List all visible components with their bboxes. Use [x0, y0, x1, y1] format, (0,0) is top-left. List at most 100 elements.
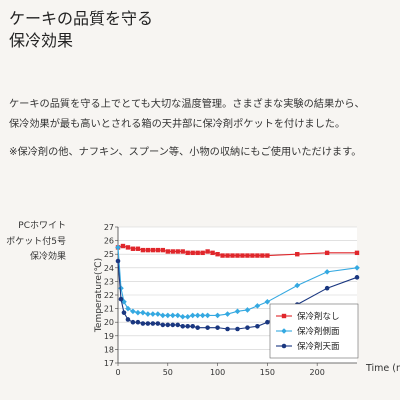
- data-point-1: [115, 244, 121, 251]
- legend-marker: [281, 328, 287, 334]
- data-point-0: [150, 247, 156, 253]
- data-point-1: [224, 311, 231, 317]
- y-tick-label: 23: [104, 277, 114, 286]
- product-label-line1: PCホワイト: [18, 221, 66, 231]
- data-point-2: [175, 322, 181, 328]
- data-point-1: [164, 312, 171, 319]
- y-tick-label: 26: [104, 237, 114, 246]
- x-tick-label: 200: [310, 368, 325, 377]
- data-point-0: [220, 253, 225, 258]
- data-point-1: [179, 313, 186, 320]
- data-point-1: [199, 312, 206, 319]
- data-point-1: [264, 299, 271, 305]
- data-point-0: [170, 249, 175, 254]
- y-tick-label: 20: [104, 318, 114, 327]
- description-line2: 保冷効果が最も高いとされる箱の天井部に保冷剤ポケットを付けました。: [9, 119, 346, 130]
- data-point-0: [225, 253, 230, 258]
- data-point-2: [265, 319, 270, 325]
- product-label: PCホワイト ポケット付5号 保冷効果: [6, 219, 66, 266]
- data-point-0: [210, 250, 215, 256]
- y-tick-label: 22: [104, 291, 114, 300]
- product-label-line3: 保冷効果: [29, 252, 66, 262]
- data-point-0: [180, 249, 185, 254]
- data-point-2: [185, 323, 191, 329]
- data-point-0: [255, 253, 260, 258]
- data-point-0: [250, 253, 255, 258]
- data-point-0: [205, 249, 210, 254]
- data-point-0: [130, 246, 136, 251]
- legend-marker: [281, 343, 287, 349]
- data-point-2: [150, 321, 156, 326]
- data-point-1: [234, 308, 241, 315]
- product-label-line2: ポケット付5号: [6, 236, 66, 247]
- data-point-2: [160, 322, 166, 328]
- data-point-2: [235, 326, 240, 332]
- y-tick-label: 17: [104, 359, 114, 368]
- data-point-1: [155, 311, 161, 317]
- data-point-2: [130, 319, 136, 325]
- data-point-0: [200, 250, 205, 256]
- data-point-0: [195, 250, 200, 256]
- y-tick-label: 25: [104, 250, 114, 259]
- data-point-1: [354, 265, 360, 271]
- data-point-2: [324, 285, 330, 291]
- data-point-0: [260, 253, 265, 258]
- data-point-0: [160, 247, 166, 253]
- data-point-2: [190, 323, 195, 329]
- data-point-0: [155, 247, 161, 253]
- legend-label: 保冷剤側面: [297, 326, 340, 337]
- data-point-0: [145, 247, 151, 253]
- x-tick-label: 150: [260, 368, 275, 377]
- data-point-1: [169, 312, 176, 319]
- note-line: ※保冷剤の他、ナフキン、スプーン等、小物の収納にもご使用いただけます。: [9, 147, 362, 158]
- y-axis-title: Temperature(℃): [94, 258, 104, 333]
- data-point-2: [125, 317, 131, 322]
- data-point-1: [135, 309, 141, 316]
- data-point-0: [125, 245, 131, 250]
- description-line1: ケーキの品質を守る上でとても大切な温度管理。さまざまな実験の結果から、: [9, 99, 365, 110]
- data-point-2: [205, 325, 210, 330]
- data-point-2: [354, 275, 360, 280]
- data-point-0: [190, 250, 195, 256]
- y-tick-label: 18: [104, 345, 114, 354]
- data-point-2: [255, 323, 260, 329]
- data-point-2: [121, 310, 127, 315]
- legend-label: 保冷剤天面: [297, 341, 340, 352]
- x-tick-label: 50: [163, 368, 173, 377]
- data-point-1: [214, 312, 221, 319]
- page-title-line2: 保冷効果: [9, 31, 74, 50]
- data-point-2: [215, 325, 220, 330]
- data-point-0: [185, 250, 190, 256]
- data-point-1: [125, 305, 131, 312]
- data-point-1: [204, 312, 211, 319]
- data-point-1: [150, 311, 156, 317]
- data-point-0: [295, 252, 300, 257]
- data-point-2: [170, 322, 176, 328]
- description-paragraph: ケーキの品質を守る上でとても大切な温度管理。さまざまな実験の結果から、 保冷効果…: [9, 95, 393, 135]
- data-point-0: [165, 249, 170, 254]
- data-point-0: [235, 253, 240, 258]
- series-line-0: [117, 245, 357, 257]
- note-paragraph: ※保冷剤の他、ナフキン、スプーン等、小物の収納にもご使用いただけます。: [9, 143, 393, 163]
- data-point-0: [245, 253, 250, 258]
- data-point-2: [135, 319, 141, 325]
- data-point-1: [140, 309, 146, 316]
- x-tick-label: 0: [115, 368, 120, 377]
- data-point-2: [118, 296, 124, 302]
- data-point-2: [165, 322, 171, 328]
- legend-marker: [281, 313, 287, 319]
- page-title-line1: ケーキの品質を守る: [9, 9, 154, 28]
- data-point-0: [324, 250, 330, 256]
- data-point-1: [160, 312, 166, 319]
- data-point-0: [135, 246, 141, 251]
- data-point-1: [189, 312, 196, 319]
- data-point-1: [244, 307, 251, 313]
- page-title: ケーキの品質を守る 保冷効果: [9, 8, 153, 52]
- y-tick-label: 21: [104, 305, 114, 314]
- data-point-1: [194, 312, 201, 319]
- y-tick-label: 19: [104, 332, 114, 341]
- data-point-0: [140, 247, 146, 253]
- data-point-1: [174, 312, 181, 319]
- data-point-1: [118, 285, 124, 291]
